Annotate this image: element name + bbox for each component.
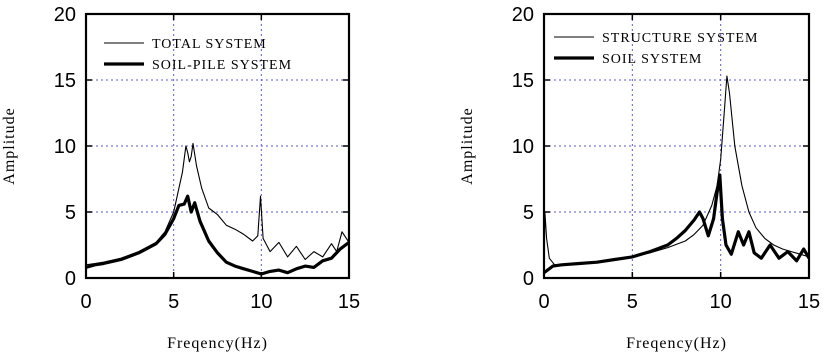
legend-label: TOTAL SYSTEM [152,37,267,52]
series-line-2 [86,194,349,276]
legend-label: STRUCTURE SYSTEM [602,31,758,46]
chart-panel-2: 0 5 10 15 0 5 10 15 20 Freqency(Hz) Amplitude STRUC… [459,4,820,352]
y-tick-label: 0 [523,268,534,290]
y-axis-label: Amplitude [459,107,476,184]
chart-panel-1: 0 5 10 15 0 5 10 15 20 Freqency(Hz) Amplitude TOTAL… [1,4,360,352]
series-line-1 [86,142,349,266]
legend-label: SOIL SYSTEM [602,52,702,67]
x-axis-label: Freqency(Hz) [626,335,727,352]
y-tick-label: 10 [54,136,76,158]
y-tick-label: 10 [512,136,534,158]
y-axis-label: Amplitude [1,107,18,184]
x-tick-label: 0 [80,291,91,313]
y-tick-label: 15 [512,70,534,92]
y-tick-label: 5 [523,202,534,224]
y-tick-label: 20 [512,4,534,26]
series-line-2 [544,173,809,274]
series-line-1 [544,75,809,272]
x-tick-label: 0 [538,291,549,313]
y-tick-label: 15 [54,70,76,92]
x-tick-label: 10 [250,291,272,313]
legend-label: SOIL-PILE SYSTEM [152,58,292,73]
x-tick-label: 10 [710,291,732,313]
x-tick-label: 5 [627,291,638,313]
x-tick-label: 5 [168,291,179,313]
x-axis-label: Freqency(Hz) [167,335,268,352]
y-tick-label: 0 [65,268,76,290]
x-tick-label: 15 [798,291,820,313]
x-tick-label: 15 [338,291,360,313]
y-tick-label: 5 [65,202,76,224]
y-tick-label: 20 [54,4,76,26]
